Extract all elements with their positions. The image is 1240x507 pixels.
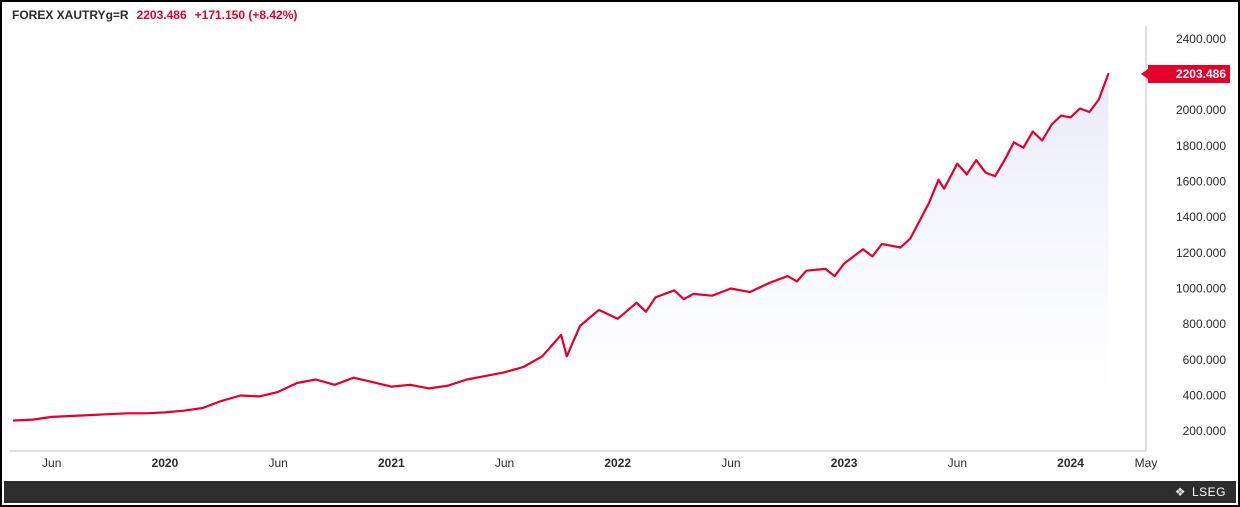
y-tick-label: 400.000 bbox=[1183, 389, 1227, 403]
y-tick-label: 1600.000 bbox=[1176, 175, 1226, 189]
x-tick-label: Jun bbox=[268, 456, 287, 470]
symbol-label: FOREX XAUTRYg=R bbox=[12, 8, 129, 22]
last-price: 2203.486 bbox=[137, 8, 187, 22]
x-tick-label: Jun bbox=[42, 456, 61, 470]
x-tick-label: 2020 bbox=[152, 456, 179, 470]
y-tick-label: 600.000 bbox=[1183, 353, 1227, 367]
x-tick-label: Jun bbox=[495, 456, 514, 470]
y-tick-label: 800.000 bbox=[1183, 317, 1227, 331]
header: FOREX XAUTRYg=R 2203.486 +171.150 (+8.42… bbox=[12, 8, 297, 22]
x-tick-label: Jun bbox=[721, 456, 740, 470]
current-value-label: 2203.486 bbox=[1176, 67, 1226, 81]
price-change: +171.150 (+8.42%) bbox=[195, 8, 298, 22]
chart-frame: FOREX XAUTRYg=R 2203.486 +171.150 (+8.42… bbox=[0, 0, 1240, 507]
y-tick-label: 200.000 bbox=[1183, 424, 1227, 438]
x-tick-label: May bbox=[1135, 456, 1158, 470]
brand-icon: ❖ bbox=[1175, 485, 1186, 499]
x-tick-label: 2022 bbox=[604, 456, 631, 470]
x-tick-label: 2024 bbox=[1057, 456, 1084, 470]
y-tick-label: 1800.000 bbox=[1176, 139, 1226, 153]
brand: ❖ LSEG bbox=[1175, 485, 1226, 499]
y-tick-label: 1000.000 bbox=[1176, 282, 1226, 296]
footer-bar: ❖ LSEG bbox=[4, 481, 1236, 503]
x-tick-label: 2021 bbox=[378, 456, 405, 470]
y-tick-label: 1200.000 bbox=[1176, 246, 1226, 260]
chart-area[interactable]: 200.000 400.000 600.000 800.000 1000.000 1200… bbox=[8, 24, 1232, 475]
y-tick-label: 1400.000 bbox=[1176, 210, 1226, 224]
x-tick-label: Jun bbox=[948, 456, 967, 470]
y-tick-label: 2400.000 bbox=[1176, 32, 1226, 46]
brand-text: LSEG bbox=[1192, 485, 1226, 499]
x-tick-label: 2023 bbox=[831, 456, 858, 470]
y-tick-label: 2000.000 bbox=[1176, 103, 1226, 117]
